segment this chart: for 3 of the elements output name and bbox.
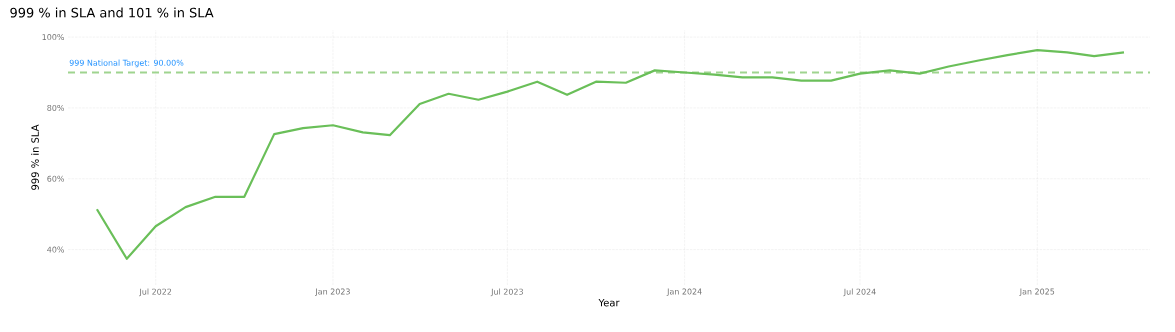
- chart-title: 999 % in SLA and 101 % in SLA: [10, 7, 214, 18]
- y-axis-title: 999 % in SLA: [31, 124, 39, 190]
- x-axis-title: Year: [598, 299, 620, 307]
